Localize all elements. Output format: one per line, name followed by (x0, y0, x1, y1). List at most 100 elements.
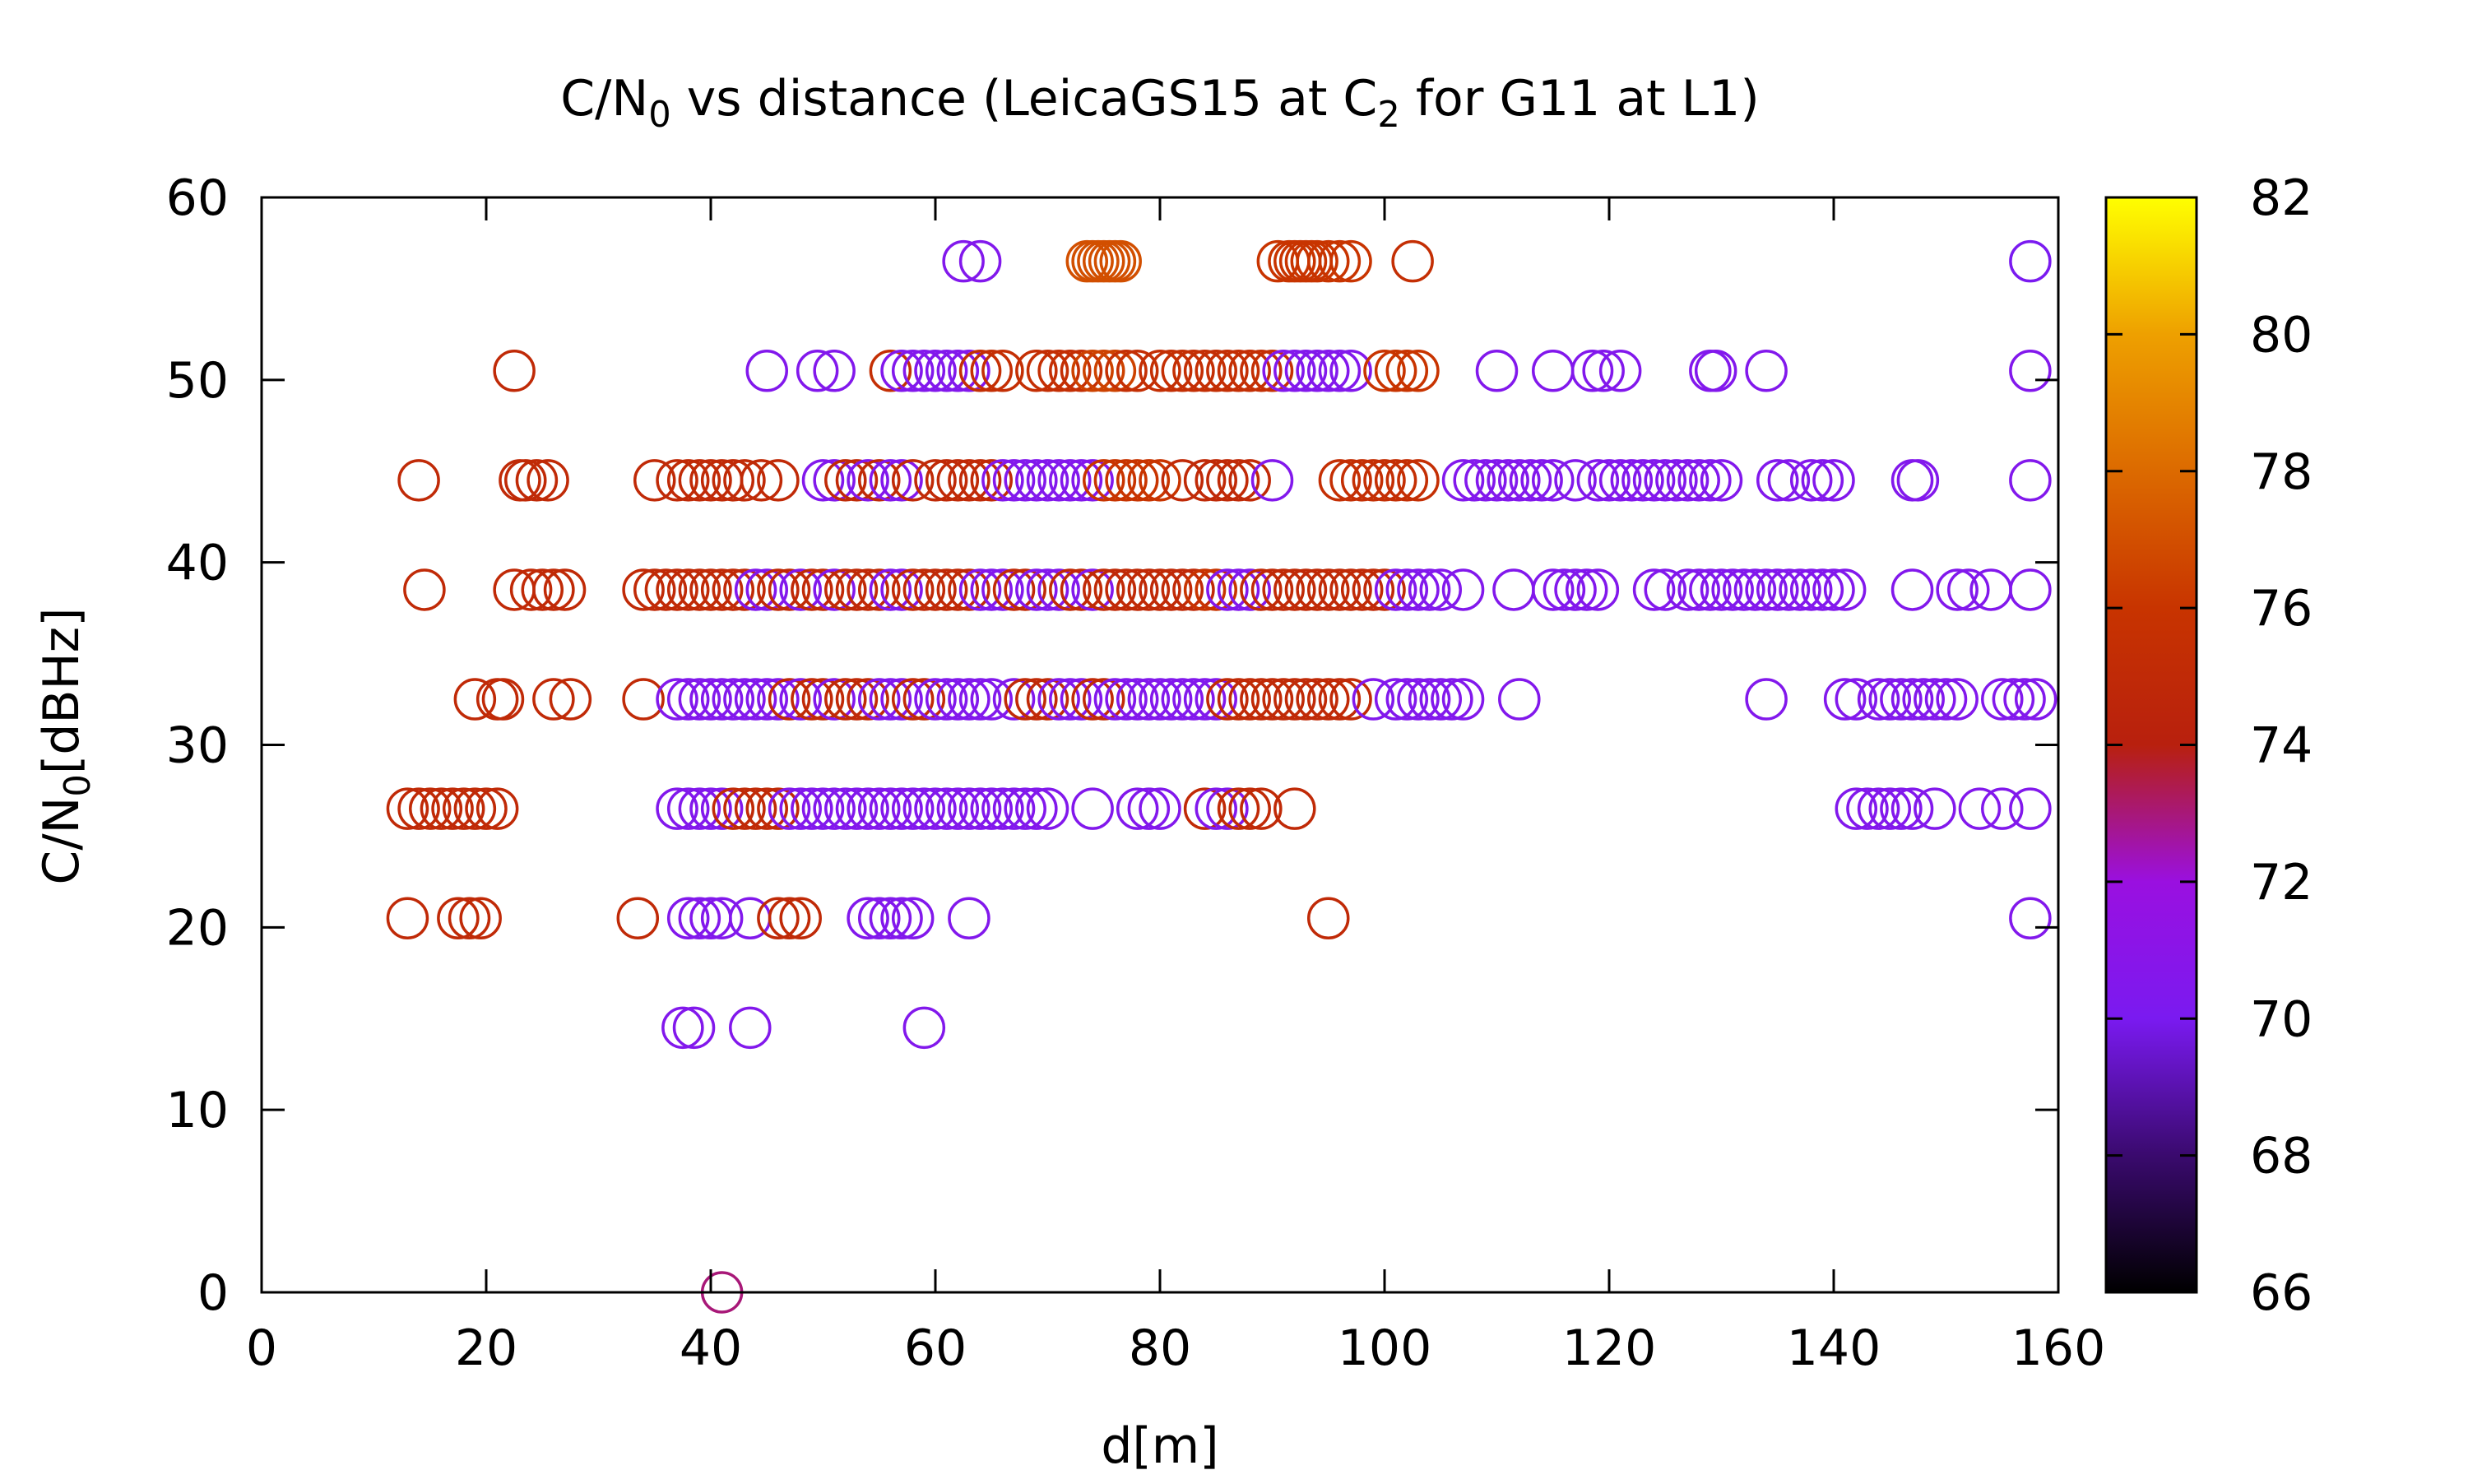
data-point (700, 678, 744, 721)
data-point (1183, 787, 1227, 830)
data-point (409, 787, 452, 830)
data-point (1498, 678, 1541, 721)
data-point (902, 568, 946, 611)
data-point (757, 787, 800, 830)
y-tick-label: 60 (166, 169, 229, 227)
data-point (700, 568, 744, 611)
data-point (824, 459, 867, 502)
data-point (1936, 678, 1979, 721)
y-tick-label: 10 (166, 1082, 229, 1139)
data-point (1812, 459, 1855, 502)
data-point (1857, 678, 1900, 721)
x-tick-label: 140 (1787, 1319, 1881, 1377)
data-point (1924, 678, 1968, 721)
data-point (1127, 459, 1171, 502)
data-point (858, 678, 901, 721)
data-point (1015, 787, 1058, 830)
data-point (869, 897, 912, 939)
data-point (1093, 349, 1137, 392)
data-point (835, 568, 879, 611)
data-point (420, 787, 463, 830)
data-point (779, 678, 822, 721)
data-point (958, 239, 1002, 283)
data-point (729, 1006, 772, 1050)
data-point (1880, 678, 1923, 721)
y-axis-label: C/N0[dBHz] (33, 607, 99, 884)
data-point (791, 787, 833, 830)
data-point (1083, 459, 1125, 502)
data-point (1677, 568, 1720, 611)
data-point (2009, 239, 2052, 283)
data-point (847, 459, 889, 502)
data-point (1228, 787, 1271, 830)
data-point (1621, 459, 1664, 502)
data-point (948, 897, 990, 939)
data-point (1823, 568, 1867, 611)
data-point (678, 568, 721, 611)
data-point (1374, 459, 1417, 502)
data-point (1318, 459, 1362, 502)
data-point (1329, 239, 1372, 283)
data-point (1318, 678, 1362, 721)
data-point (678, 787, 721, 830)
data-point (1026, 787, 1069, 830)
data-point (437, 897, 480, 939)
data-point (902, 1006, 946, 1050)
data-point (1172, 678, 1215, 721)
data-point (745, 787, 788, 830)
data-point (1206, 568, 1249, 611)
data-point (1352, 568, 1395, 611)
data-point (1644, 568, 1686, 611)
data-point (1363, 459, 1406, 502)
data-point (521, 568, 564, 611)
data-point (734, 568, 777, 611)
data-point (1228, 349, 1271, 392)
data-point (869, 678, 912, 721)
data-point (1694, 349, 1737, 392)
data-point (1093, 459, 1137, 502)
data-point (1835, 678, 1878, 721)
data-point (1071, 459, 1114, 502)
data-point (1071, 568, 1114, 611)
data-point (1139, 459, 1181, 502)
data-point (948, 787, 990, 830)
data-point (768, 897, 811, 939)
data-point (1498, 459, 1541, 502)
data-point (1610, 459, 1654, 502)
x-axis-label: d[m] (1101, 1417, 1218, 1475)
data-point (958, 459, 1002, 502)
data-point (1240, 349, 1283, 392)
data-point (1374, 678, 1417, 721)
data-point (386, 897, 429, 939)
data-point (1049, 678, 1092, 721)
data-point (1228, 678, 1271, 721)
data-point (1307, 897, 1350, 939)
x-tick-label: 40 (680, 1319, 742, 1377)
data-point (1329, 568, 1372, 611)
data-point (1083, 568, 1125, 611)
data-point (1060, 568, 1103, 611)
data-point (1914, 787, 1956, 830)
data-point (1060, 349, 1103, 392)
data-point (1689, 568, 1732, 611)
colorbar-tick-label: 72 (2250, 854, 2313, 911)
x-tick-label: 20 (455, 1319, 517, 1377)
data-point (689, 568, 732, 611)
data-point (1217, 678, 1260, 721)
x-tick-label: 60 (904, 1319, 967, 1377)
data-point (1149, 568, 1193, 611)
data-point (734, 787, 777, 830)
data-point (1329, 349, 1372, 392)
data-point (970, 568, 1013, 611)
data-point (925, 459, 968, 502)
data-point (2009, 349, 2052, 392)
data-point (936, 678, 980, 721)
data-point (914, 459, 957, 502)
data-point (981, 349, 1024, 392)
data-point (1307, 568, 1350, 611)
data-point (1340, 568, 1384, 611)
data-point (723, 678, 766, 721)
data-point (1296, 568, 1338, 611)
data-point (1408, 568, 1451, 611)
data-point (1284, 678, 1328, 721)
